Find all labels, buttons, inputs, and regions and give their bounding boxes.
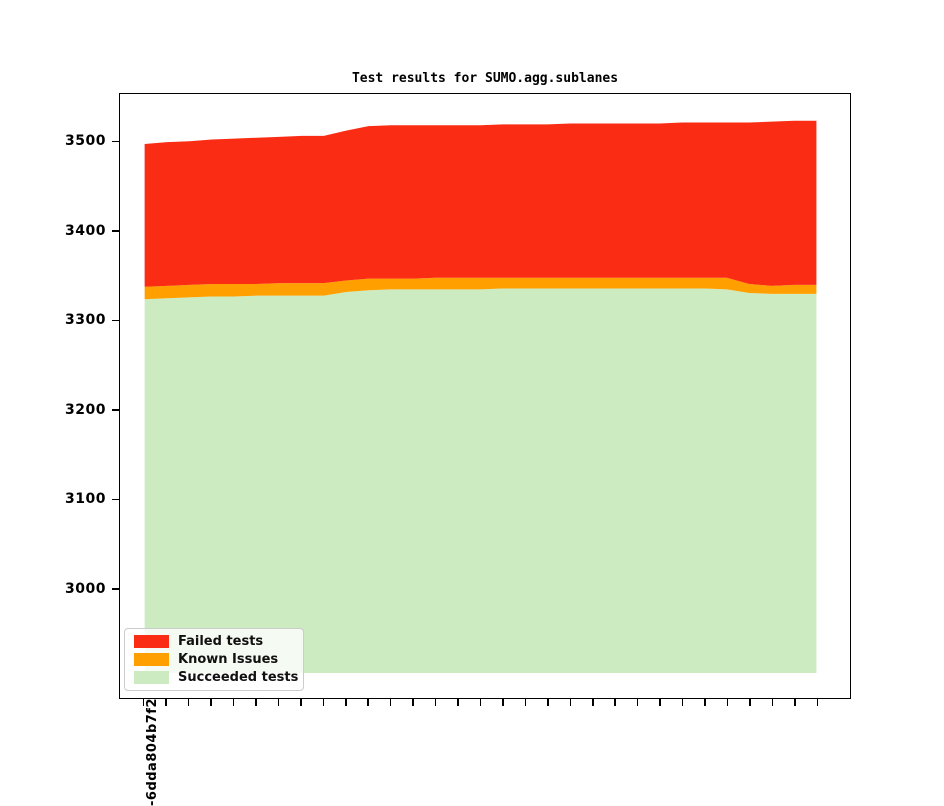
legend-label: Failed tests (178, 633, 264, 649)
legend: Failed tests Known Issues Succeeded test… (124, 628, 304, 691)
x-tick-mark (524, 699, 527, 706)
y-tick-mark (112, 409, 119, 411)
x-tick-mark (502, 699, 504, 706)
x-tick-mark (300, 699, 302, 706)
y-tick-label: 3300 (65, 312, 106, 329)
legend-item-succeeded: Succeeded tests (134, 669, 298, 687)
x-tick-mark (322, 699, 325, 706)
x-tick-mark (726, 699, 729, 706)
succeeded-tests-swatch (134, 671, 169, 685)
x-tick-mark (794, 699, 796, 706)
stacked-area-chart (144, 120, 817, 674)
x-tick-mark (659, 699, 661, 706)
plot-area (119, 93, 851, 699)
x-tick-mark (434, 699, 437, 706)
x-tick-mark (704, 699, 706, 706)
y-tick-mark (112, 588, 119, 590)
x-tick-mark (367, 699, 370, 706)
x-tick-mark (591, 699, 594, 706)
x-tick-mark (210, 699, 212, 706)
x-tick-mark (457, 699, 459, 706)
failed-tests-area (144, 120, 817, 287)
x-tick-mark (389, 699, 392, 706)
y-tick-mark (112, 498, 119, 501)
x-axis-first-tick-label: -6dda804b7f2 (145, 697, 160, 806)
x-tick-mark (232, 699, 235, 706)
y-tick-label: 3400 (65, 222, 106, 239)
x-tick-mark (749, 699, 751, 706)
legend-label: Known Issues (178, 651, 279, 667)
x-tick-mark (771, 699, 774, 706)
x-tick-mark (681, 699, 684, 706)
x-tick-mark (412, 699, 414, 706)
x-tick-mark (636, 699, 639, 706)
legend-item-known-issues: Known Issues (134, 650, 294, 668)
failed-tests-swatch (134, 634, 169, 648)
x-tick-mark (614, 699, 617, 706)
x-tick-mark (547, 699, 549, 706)
x-tick-mark (255, 699, 257, 706)
legend-item-failed: Failed tests (134, 632, 294, 650)
known-issues-swatch (134, 652, 169, 666)
y-tick-label: 3000 (65, 580, 106, 597)
chart-title: Test results for SUMO.agg.sublanes (351, 71, 619, 86)
succeeded-tests-area (144, 288, 817, 674)
x-tick-mark (569, 699, 572, 706)
x-tick-mark (165, 699, 167, 706)
x-tick-mark (187, 699, 190, 706)
x-tick-mark (142, 699, 145, 706)
y-tick-label: 3100 (65, 491, 106, 508)
legend-label: Succeeded tests (178, 670, 299, 686)
y-tick-mark (112, 230, 119, 232)
y-tick-mark (112, 319, 119, 322)
y-tick-label: 3500 (65, 133, 106, 150)
y-tick-mark (112, 140, 119, 143)
y-tick-label: 3200 (65, 401, 106, 418)
x-tick-mark (277, 699, 280, 706)
x-tick-mark (479, 699, 482, 706)
x-tick-mark (816, 699, 819, 706)
figure-canvas: { "figure": { "title": "Test results for… (65, 71, 851, 806)
x-tick-mark (344, 699, 347, 706)
